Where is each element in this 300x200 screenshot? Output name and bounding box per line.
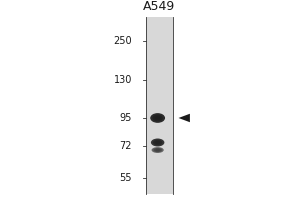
Ellipse shape <box>155 116 161 120</box>
Text: 55: 55 <box>119 173 132 183</box>
Ellipse shape <box>151 139 164 146</box>
Text: 130: 130 <box>114 75 132 85</box>
Ellipse shape <box>155 149 160 151</box>
Text: 95: 95 <box>120 113 132 123</box>
Text: 250: 250 <box>113 36 132 46</box>
Ellipse shape <box>152 115 163 121</box>
Bar <box>146 17 172 194</box>
Ellipse shape <box>150 113 165 123</box>
Polygon shape <box>178 114 190 122</box>
Ellipse shape <box>155 141 160 144</box>
Ellipse shape <box>153 148 162 152</box>
Ellipse shape <box>153 140 162 145</box>
Text: A549: A549 <box>143 0 175 13</box>
Text: 72: 72 <box>119 141 132 151</box>
Ellipse shape <box>152 147 164 153</box>
